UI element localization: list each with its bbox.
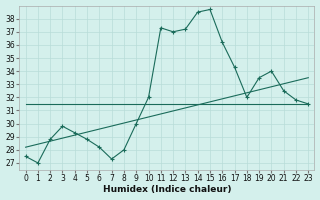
X-axis label: Humidex (Indice chaleur): Humidex (Indice chaleur): [103, 185, 231, 194]
